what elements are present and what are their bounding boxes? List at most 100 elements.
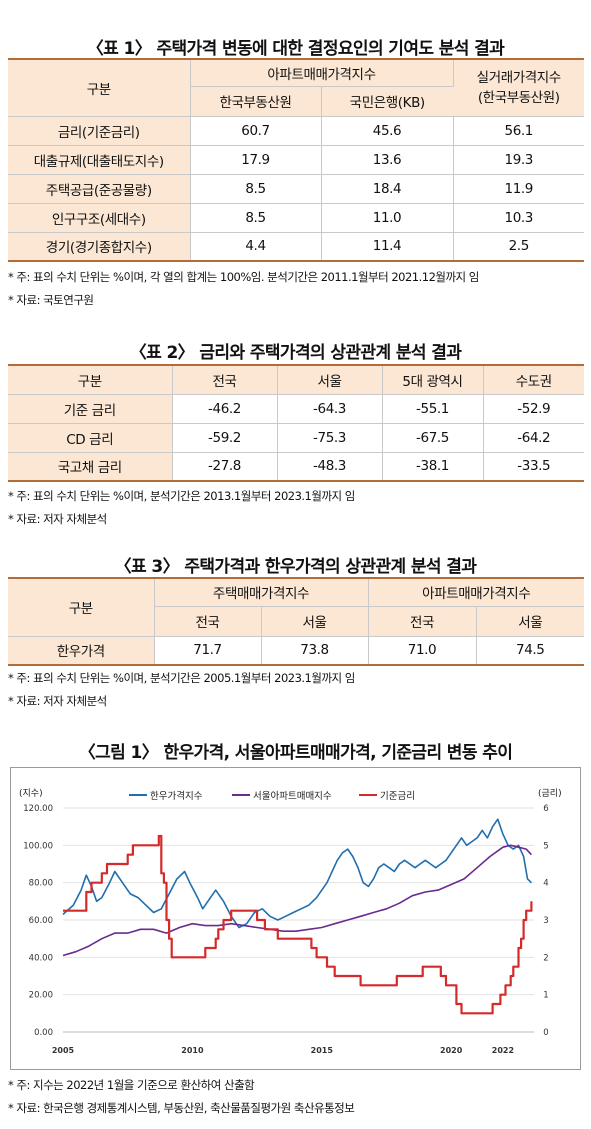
table2-row: CD 금리 -59.2 -75.3 -67.5 -64.2 bbox=[8, 423, 584, 453]
table1-cell: 11.9 bbox=[453, 174, 584, 204]
chart-legend: 한우가격지수 서울아파트매매지수 기준금리 bbox=[129, 790, 415, 802]
table1-row: 주택공급(준공물량) 8.5 18.4 11.9 bbox=[8, 174, 584, 204]
table1-cell: 45.6 bbox=[321, 116, 454, 146]
table1-note: * 주: 표의 수치 단위는 %이며, 각 열의 합계는 100%임. 분석기간… bbox=[8, 270, 479, 284]
table3-cell: 71.0 bbox=[368, 636, 477, 666]
table1-header-sub1: 한국부동산원 bbox=[190, 86, 322, 117]
table2-row-label: 국고채 금리 bbox=[8, 452, 173, 482]
table2-cell: -38.1 bbox=[382, 452, 484, 482]
table2-cell: -64.3 bbox=[277, 394, 383, 424]
table1-row-label: 금리(기준금리) bbox=[8, 116, 191, 146]
y-tick-label: 60.00 bbox=[29, 916, 53, 926]
x-tick-label: 2005 bbox=[52, 1046, 75, 1055]
table1-title: 〈표 1〉 주택가격 변동에 대한 결정요인의 기여도 분석 결과 bbox=[86, 39, 505, 59]
table1-cell: 2.5 bbox=[453, 232, 584, 262]
table1-cell: 10.3 bbox=[453, 203, 584, 233]
table3-row: 한우가격 71.7 73.8 71.0 74.5 bbox=[8, 636, 585, 666]
table1-row-label: 인구구조(세대수) bbox=[8, 203, 191, 233]
legend-label-base-rate: 기준금리 bbox=[380, 791, 415, 802]
table1-cell: 8.5 bbox=[190, 174, 322, 204]
table3-title: 〈표 3〉 주택가격과 한우가격의 상관관계 분석 결과 bbox=[114, 557, 477, 577]
chart-tick-layer: 0.00 20.00 40.00 60.00 80.00 100.00 120.00 0 1 2 3… bbox=[23, 804, 548, 1055]
table1-source: * 자료: 국토연구원 bbox=[8, 293, 94, 307]
y2-tick-label: 0 bbox=[543, 1028, 548, 1038]
table3-header-group2: 아파트매매가격지수 bbox=[368, 578, 585, 607]
table3-header-col0: 구분 bbox=[8, 578, 155, 637]
table2-header: 수도권 bbox=[483, 365, 584, 395]
table1-header-last-line1: 실거래가격지수 bbox=[476, 69, 562, 86]
table2-cell: -52.9 bbox=[483, 394, 584, 424]
table2-header: 5대 광역시 bbox=[382, 365, 484, 395]
y-tick-label: 20.00 bbox=[29, 991, 53, 1001]
table2-cell: -27.8 bbox=[172, 452, 278, 482]
y-tick-label: 80.00 bbox=[29, 879, 53, 889]
x-tick-label: 2020 bbox=[440, 1046, 463, 1055]
y-axis-label: (지수) bbox=[19, 788, 43, 799]
table1-header-group: 아파트매매가격지수 bbox=[190, 59, 454, 87]
y-tick-label: 0.00 bbox=[34, 1028, 53, 1038]
figure1-note: * 주: 지수는 2022년 1월을 기준으로 환산하여 산출함 bbox=[8, 1078, 255, 1092]
table1-cell: 4.4 bbox=[190, 232, 322, 262]
table2-cell: -59.2 bbox=[172, 423, 278, 453]
y2-tick-label: 2 bbox=[543, 953, 548, 963]
table3: 구분 주택매매가격지수 아파트매매가격지수 전국 서울 전국 서울 한우가격 7… bbox=[8, 577, 585, 666]
table2-row-label: CD 금리 bbox=[8, 423, 173, 453]
table1-cell: 60.7 bbox=[190, 116, 322, 146]
table1-cell: 11.0 bbox=[321, 203, 454, 233]
figure1-title: 〈그림 1〉 한우가격, 서울아파트매매가격, 기준금리 변동 추이 bbox=[78, 743, 513, 763]
table3-note: * 주: 표의 수치 단위는 %이며, 분석기간은 2005.1월부터 2023… bbox=[8, 671, 355, 685]
table1-row: 금리(기준금리) 60.7 45.6 56.1 bbox=[8, 116, 584, 146]
y2-axis-label: (금리) bbox=[538, 788, 562, 799]
table3-header-sub: 전국 bbox=[154, 606, 262, 637]
series-line-2 bbox=[62, 844, 532, 957]
x-tick-label: 2010 bbox=[181, 1046, 204, 1055]
table2-row-label: 기준 금리 bbox=[8, 394, 173, 424]
legend-label-hanwoo: 한우가격지수 bbox=[150, 790, 203, 802]
table2-note: * 주: 표의 수치 단위는 %이며, 분석기간은 2013.1월부터 2023… bbox=[8, 489, 355, 503]
table1-cell: 8.5 bbox=[190, 203, 322, 233]
table1-header-sub2: 국민은행(KB) bbox=[321, 86, 453, 117]
y-tick-label: 40.00 bbox=[29, 953, 53, 963]
table2-cell: -67.5 bbox=[382, 423, 484, 453]
table2-header-col0: 구분 bbox=[8, 365, 173, 395]
y-tick-label: 100.00 bbox=[23, 841, 53, 851]
table2-source: * 자료: 저자 자체분석 bbox=[8, 512, 107, 526]
table1-cell: 56.1 bbox=[453, 116, 584, 146]
y2-tick-label: 4 bbox=[543, 879, 548, 889]
series-line-3 bbox=[63, 834, 533, 1015]
table1-row: 대출규제(대출태도지수) 17.9 13.6 19.3 bbox=[8, 145, 584, 175]
table1-row-label: 경기(경기종합지수) bbox=[8, 232, 191, 262]
table3-header-sub: 전국 bbox=[368, 606, 477, 637]
table2-cell: -46.2 bbox=[172, 394, 278, 424]
table1-cell: 11.4 bbox=[321, 232, 454, 262]
x-tick-label: 2015 bbox=[311, 1046, 334, 1055]
x-tick-label: 2022 bbox=[492, 1046, 514, 1055]
table2: 구분 전국 서울 5대 광역시 수도권 기준 금리 -46.2 -64.3 -5… bbox=[8, 364, 584, 482]
y2-tick-label: 1 bbox=[543, 991, 548, 1001]
table2-header: 전국 bbox=[172, 365, 278, 395]
y2-tick-label: 3 bbox=[543, 916, 548, 926]
table2-cell: -48.3 bbox=[277, 452, 383, 482]
table1-header-last-line2: (한국부동산원) bbox=[477, 89, 560, 106]
chart-series-layer bbox=[62, 818, 533, 1015]
table1-header-last: 실거래가격지수 (한국부동산원) bbox=[453, 59, 584, 117]
table1-cell: 13.6 bbox=[321, 145, 454, 175]
chart-frame: 0.00 20.00 40.00 60.00 80.00 100.00 120.00 0 1 2 3… bbox=[10, 767, 581, 1070]
table3-cell: 73.8 bbox=[261, 636, 369, 666]
table3-row-label: 한우가격 bbox=[8, 636, 155, 666]
table3-header-sub: 서울 bbox=[261, 606, 369, 637]
table2-cell: -75.3 bbox=[277, 423, 383, 453]
table3-cell: 71.7 bbox=[154, 636, 262, 666]
table2-cell: -33.5 bbox=[483, 452, 584, 482]
table1-row: 인구구조(세대수) 8.5 11.0 10.3 bbox=[8, 203, 584, 233]
table2-header: 서울 bbox=[277, 365, 383, 395]
table1-header-col0: 구분 bbox=[8, 59, 191, 117]
series-line-1 bbox=[62, 818, 532, 929]
table2-title: 〈표 2〉 금리와 주택가격의 상관관계 분석 결과 bbox=[129, 343, 462, 363]
line-chart: 0.00 20.00 40.00 60.00 80.00 100.00 120.00 0 1 2 3… bbox=[19, 788, 562, 1055]
table3-source: * 자료: 저자 자체분석 bbox=[8, 694, 107, 708]
table2-row: 기준 금리 -46.2 -64.3 -55.1 -52.9 bbox=[8, 394, 584, 424]
table1-row-label: 대출규제(대출태도지수) bbox=[8, 145, 191, 175]
figure1-source: * 자료: 한국은행 경제통계시스템, 부동산원, 축산물품질평가원 축산유통정… bbox=[8, 1101, 355, 1115]
